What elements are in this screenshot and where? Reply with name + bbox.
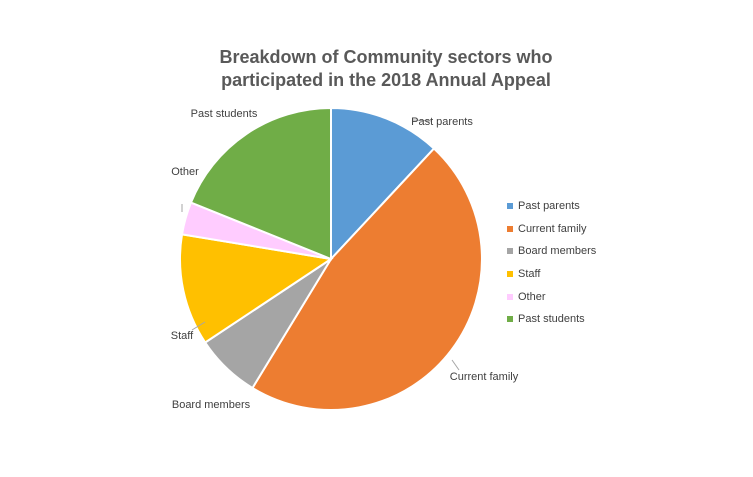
legend-swatch-past-students [507,316,513,323]
legend-item-board-members: Board members [507,240,596,263]
legend-item-other: Other [507,285,596,308]
chart-title-line-1: Breakdown of Community sectors who [219,47,553,67]
legend-swatch-past-parents [507,203,513,210]
chart-title-line-2: participated in the 2018 Annual Appeal [221,70,551,90]
legend-item-current-family: Current family [507,218,596,241]
leader-line-staff [191,321,206,331]
pie-slice-staff [179,233,334,344]
legend-label-past-parents: Past parents [518,200,580,213]
data-label-staff: Staff [171,330,194,342]
legend-item-staff: Staff [507,263,596,286]
legend-label-current-family: Current family [518,222,587,235]
pie-slice-current-family [251,147,483,411]
legend-item-past-parents: Past parents [507,195,596,218]
legend-label-board-members: Board members [518,245,597,258]
legend-swatch-current-family [507,225,513,232]
data-label-past-students: Past students [191,108,258,120]
legend-swatch-staff [507,271,513,278]
data-label-current-family: Current family [450,371,519,383]
data-label-board-members: Board members [172,399,251,411]
data-label-past-parents: Past parents [411,116,473,128]
leader-line-current-family [451,359,460,371]
chart-legend: Past parents Current family Board member… [507,195,596,331]
legend-label-past-students: Past students [518,313,585,326]
legend-item-past-students: Past students [507,308,596,331]
legend-label-other: Other [518,290,546,303]
leader-line-past-parents [412,119,433,122]
legend-swatch-other [507,293,513,300]
pie-slice-past-students [189,106,332,261]
legend-label-staff: Staff [518,268,541,281]
legend-swatch-board-members [507,248,513,255]
data-label-other: Other [171,166,199,178]
pie-slice-past-parents [330,106,436,262]
